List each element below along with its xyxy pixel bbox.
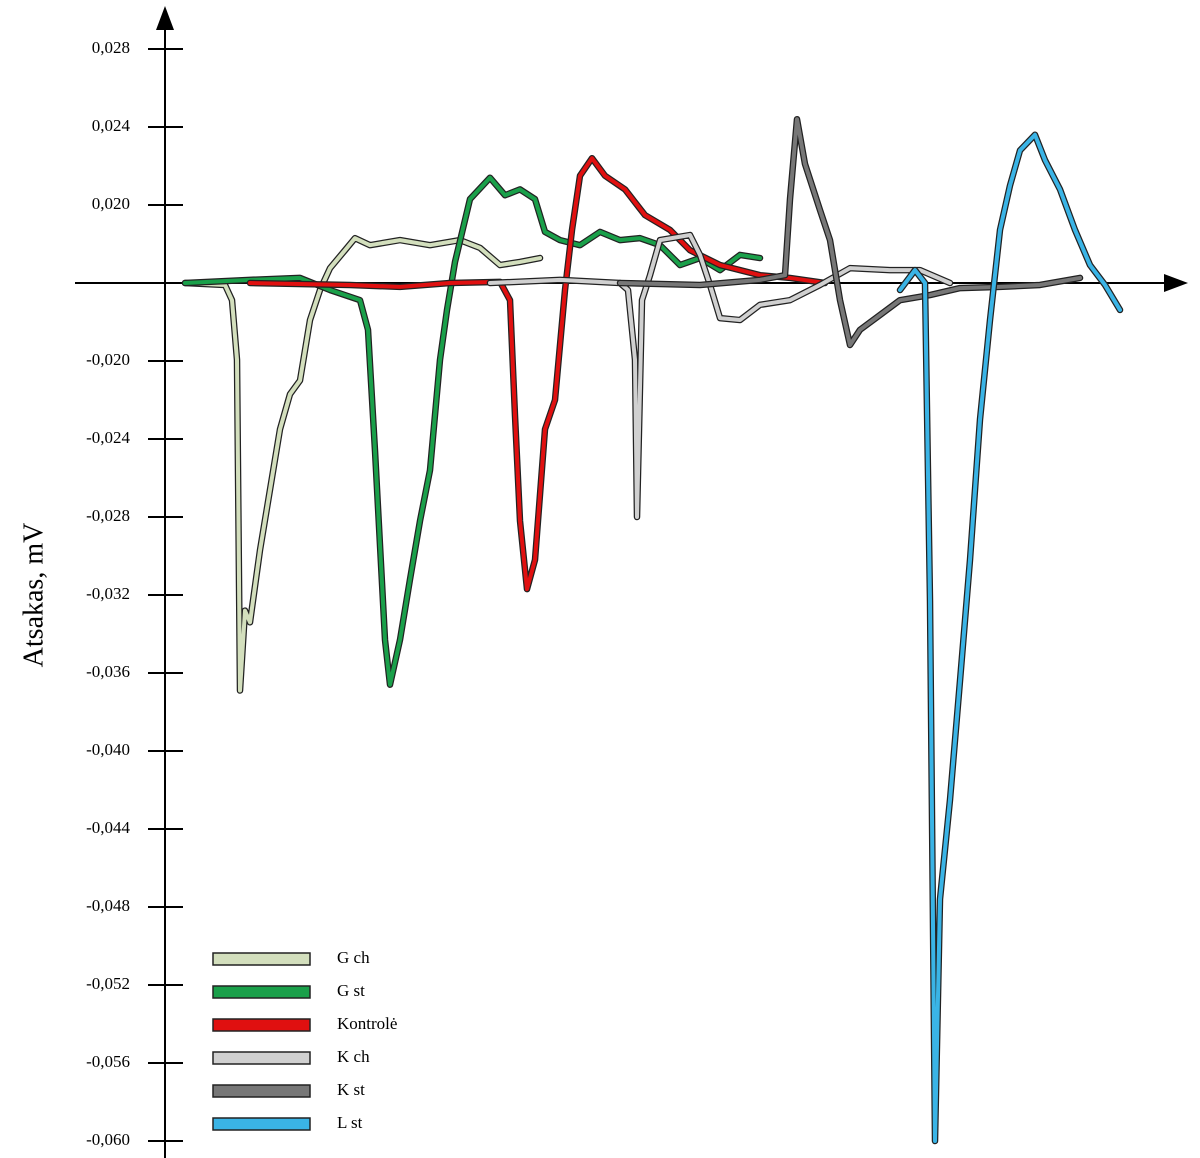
legend-label: L st — [337, 1113, 363, 1132]
y-tick-label: 0,020 — [92, 194, 130, 213]
plot-area — [181, 115, 1124, 1145]
series-outline — [181, 174, 764, 688]
legend-swatch — [212, 985, 311, 999]
y-arrow — [156, 6, 174, 30]
y-tick-label: -0,060 — [86, 1130, 130, 1149]
y-tick-label: -0,040 — [86, 740, 130, 759]
legend-label: K ch — [337, 1047, 370, 1066]
x-arrow — [1164, 274, 1188, 292]
series-line — [248, 156, 827, 592]
series-line — [183, 175, 762, 687]
legend-label: G st — [337, 981, 365, 1000]
y-tick-label: -0,020 — [86, 350, 130, 369]
y-tick-label: -0,032 — [86, 584, 130, 603]
y-tick-label: 0,028 — [92, 38, 130, 57]
y-tick-label: -0,048 — [86, 896, 130, 915]
legend-swatch — [212, 1018, 311, 1032]
y-tick-label: -0,044 — [86, 818, 130, 837]
y-tick-label: -0,028 — [86, 506, 130, 525]
series-line — [898, 132, 1122, 1143]
legend-swatch — [212, 1051, 311, 1065]
y-tick-label: -0,024 — [86, 428, 130, 447]
y-tick-label: -0,056 — [86, 1052, 130, 1071]
y-tick-label: -0,052 — [86, 974, 130, 993]
series-line — [488, 233, 952, 519]
legend-swatch — [212, 1117, 311, 1131]
legend-swatch — [212, 1084, 311, 1098]
series-line — [618, 117, 1082, 348]
y-tick-label: -0,036 — [86, 662, 130, 681]
legend-swatch — [212, 952, 311, 966]
y-axis-label: Atsakas, mV — [18, 523, 49, 668]
y-tick-label: 0,024 — [92, 116, 131, 135]
legend-label: Kontrolė — [337, 1014, 397, 1033]
legend-label: G ch — [337, 948, 370, 967]
legend-label: K st — [337, 1080, 365, 1099]
